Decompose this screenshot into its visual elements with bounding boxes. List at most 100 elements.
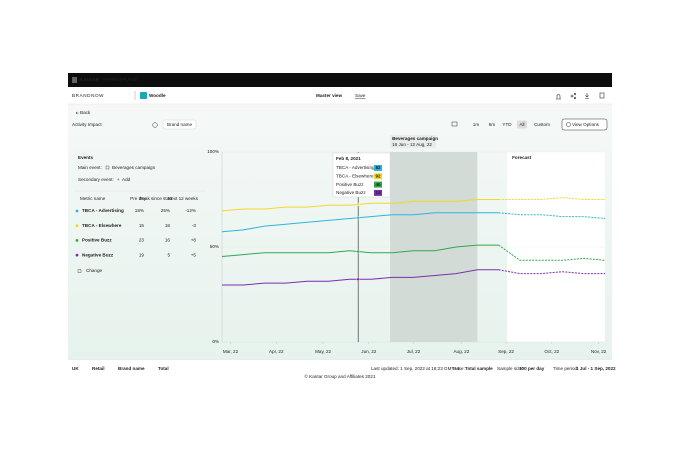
main-event-value[interactable]: Beverages campaign <box>112 165 156 170</box>
campaign-dates: 16 Jun - 12 Aug, 22 <box>392 142 432 147</box>
table-cell: 25% <box>161 208 170 213</box>
size-label: Sample size: <box>497 366 523 371</box>
header-icons[interactable] <box>556 92 605 100</box>
tooltip-value: 14 <box>375 190 381 195</box>
tooltip-name: TBCA - Advertising <box>336 165 375 170</box>
table-cell: 5 <box>167 252 170 257</box>
series-line <box>221 199 499 212</box>
series-line <box>498 244 606 261</box>
cursor-marker <box>356 277 360 281</box>
settings-icon <box>566 122 571 127</box>
events-title: Events <box>78 155 94 160</box>
cursor-marker <box>356 202 360 207</box>
nav-product: MARKETPLACE <box>103 77 137 82</box>
base-value: Total sample <box>465 366 493 371</box>
x-tick-label: Oct, 22 <box>544 349 559 354</box>
tooltip-value-box <box>374 165 382 171</box>
range-option[interactable]: 1m <box>473 122 480 127</box>
size-value[interactable]: 100 per day <box>519 366 545 371</box>
brand-pill[interactable] <box>162 119 197 130</box>
x-tick-label: Apr, 22 <box>269 349 284 354</box>
view-options-button[interactable] <box>561 118 608 131</box>
view-options-label[interactable]: View Options <box>572 122 600 127</box>
filter[interactable]: UK <box>72 366 79 371</box>
column-header: Peak since start <box>139 196 172 201</box>
header <box>68 87 612 104</box>
table-cell: +8 <box>191 238 197 243</box>
tooltip-value-box <box>374 173 382 180</box>
tooltip-value: 82 <box>375 165 381 170</box>
menu-icon[interactable] <box>72 77 77 83</box>
series-line <box>498 197 605 200</box>
table-cell: 23 <box>139 238 145 243</box>
plus-icon: + <box>117 177 120 182</box>
x-tick-label: Aug, 22 <box>453 349 469 354</box>
filter[interactable]: Total <box>158 366 169 371</box>
brand-pill-label[interactable]: Brand name <box>167 122 192 127</box>
cursor-marker <box>356 216 360 220</box>
last-updated: Last updated: 1 Sep, 2022 at 16:23 GMT+4 <box>371 366 460 371</box>
metric-dot <box>75 224 79 228</box>
table-cell: TBCA - Elsewhere <box>82 223 122 228</box>
tooltip-name: Positive Buzz <box>336 182 364 187</box>
range-option[interactable]: All <box>519 122 524 127</box>
table-cell: -3 <box>192 223 197 228</box>
campaign-name: Beverages campaign <box>392 136 438 141</box>
range-option[interactable]: YTD <box>502 122 512 127</box>
column-header: Next 12 weeks <box>168 196 199 201</box>
range-option[interactable]: Custom <box>534 122 550 127</box>
metric-dot <box>75 239 79 242</box>
client-logo <box>140 92 147 99</box>
copyright: © Kantar Group and Affiliates 2021 <box>305 373 376 379</box>
tooltip-name: Negative Buzz <box>336 190 366 195</box>
base-label: Base: <box>453 366 465 371</box>
info-icon[interactable] <box>152 122 158 128</box>
back-link[interactable]: Back <box>80 110 91 115</box>
secondary-event-value[interactable]: Add <box>122 177 131 182</box>
y-tick-label: 50% <box>210 244 219 249</box>
save-link[interactable]: Save <box>355 93 366 98</box>
cursor-marker <box>356 249 360 254</box>
series-line <box>221 244 499 257</box>
period-value: 1 Jul - 1 Sep, 2022 <box>576 366 616 371</box>
range-selected <box>517 120 527 129</box>
status-bar <box>68 360 612 380</box>
range-option[interactable]: 6m <box>489 122 496 127</box>
filter[interactable]: Brand name <box>118 366 145 371</box>
campaign-label-box <box>390 135 437 148</box>
column-header: Metric name <box>80 196 106 201</box>
table-cell: Positive Buzz <box>82 238 112 243</box>
column-header: Pre day <box>130 196 147 201</box>
x-tick-label: Jul, 22 <box>407 349 421 354</box>
x-tick-label: Nov, 22 <box>591 349 607 354</box>
tooltip-value: 46 <box>375 182 381 187</box>
x-tick-label: Sep, 22 <box>498 349 514 354</box>
metric-dot <box>75 209 79 213</box>
change-icon <box>77 269 82 273</box>
page-title: Activity Impact <box>72 122 102 127</box>
table-cell: TBCA - Advertising <box>82 208 124 213</box>
main-event-label: Main event: <box>78 165 102 170</box>
secondary-event-label: Secondary event: <box>78 177 114 182</box>
client-name: Woodle <box>149 93 166 98</box>
series-line <box>498 212 606 219</box>
table-cell: 18 <box>165 223 171 228</box>
y-tick-label: 0% <box>212 339 219 344</box>
y-tick-label: 100% <box>207 149 219 154</box>
metric-dot <box>75 253 79 257</box>
period-label: Time period: <box>553 366 578 371</box>
table-cell: +5 <box>191 252 197 257</box>
x-tick-label: Jun, 22 <box>361 349 377 354</box>
comment-icon[interactable] <box>451 121 458 127</box>
change-link[interactable]: Change <box>86 268 103 273</box>
series-line <box>222 269 499 286</box>
table-cell: Negative Buzz <box>82 252 114 257</box>
x-tick-label: Mar, 22 <box>223 349 239 354</box>
series-line <box>221 212 499 233</box>
view-select[interactable]: Master view <box>316 93 342 98</box>
tooltip-name: TBCA - Elsewhere <box>336 174 374 179</box>
table-cell: 18% <box>135 208 144 213</box>
table-cell: -12% <box>185 208 196 213</box>
filter[interactable]: Retail <box>92 366 105 371</box>
